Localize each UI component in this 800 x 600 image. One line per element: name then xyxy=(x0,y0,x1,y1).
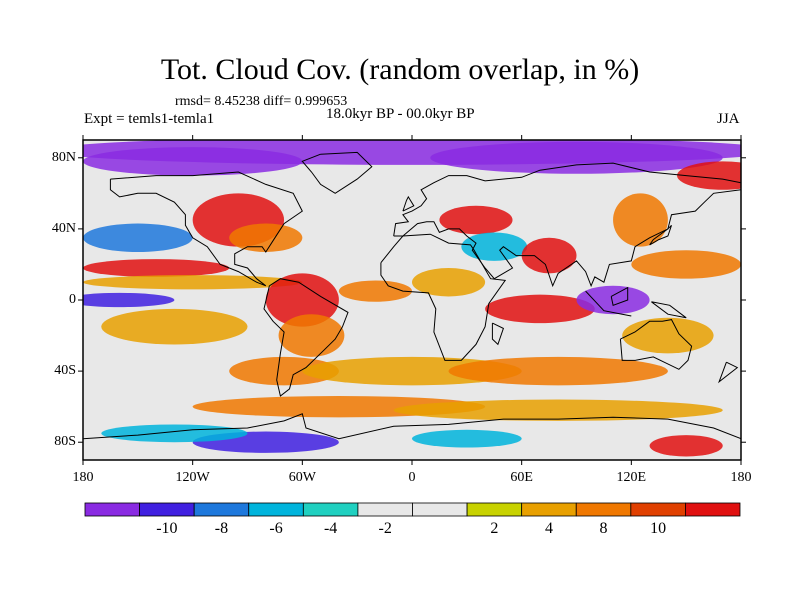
coastline xyxy=(109,171,303,287)
coastline xyxy=(393,162,741,237)
stats-label: rmsd= 8.45238 diff= 0.999653 xyxy=(175,94,348,109)
lon-label: 60W xyxy=(288,470,316,485)
coastline xyxy=(402,195,415,212)
axis-ticks xyxy=(78,135,746,465)
colorbar-swatch xyxy=(575,502,632,517)
coastline xyxy=(585,290,632,317)
field-patch xyxy=(412,268,486,297)
field-patch xyxy=(412,429,522,448)
cloud-cover-field xyxy=(83,140,741,460)
colorbar-label: 10 xyxy=(650,520,667,537)
colorbar-swatch xyxy=(84,502,140,517)
plot-title: Tot. Cloud Cov. (random overlap, in %) xyxy=(160,53,640,86)
field-patch xyxy=(265,273,339,327)
colorbar-label: 8 xyxy=(599,520,608,537)
colorbar-label: 4 xyxy=(544,520,553,537)
colorbar-label: -8 xyxy=(214,520,229,537)
field-patch xyxy=(649,435,723,457)
field-patch xyxy=(613,193,668,247)
colorbar-swatch xyxy=(521,502,577,517)
coastline xyxy=(380,233,507,361)
field-patch xyxy=(631,250,741,279)
lon-label: 0 xyxy=(408,470,416,485)
field-patch xyxy=(83,292,175,308)
lon-label: 120E xyxy=(616,470,647,485)
coastline xyxy=(301,151,373,194)
field-patch xyxy=(83,147,303,176)
colorbar-label: 2 xyxy=(490,520,499,537)
lon-label: 60E xyxy=(510,470,533,485)
field-patch xyxy=(101,424,248,443)
coastline xyxy=(393,189,741,288)
coastline xyxy=(491,322,505,346)
colorbar-label: -2 xyxy=(378,520,392,537)
colorbar-swatch xyxy=(248,502,304,517)
colorbar-swatch xyxy=(357,502,413,517)
period-label: 18.0kyr BP - 00.0kyr BP xyxy=(326,106,475,122)
coastline xyxy=(610,286,629,306)
field-patch xyxy=(393,399,723,421)
field-patch xyxy=(677,161,741,190)
coastline xyxy=(619,319,693,370)
field-patch xyxy=(448,356,668,386)
colorbar-swatch xyxy=(302,502,359,517)
colorbar-label: -6 xyxy=(269,520,283,537)
field-patch xyxy=(622,317,714,354)
field-patch xyxy=(83,275,303,290)
field-patch xyxy=(278,314,345,357)
lon-label: 180 xyxy=(730,470,752,485)
field-patch xyxy=(229,356,339,386)
coastline xyxy=(649,224,672,246)
lat-label: 40N xyxy=(51,220,76,236)
field-patch xyxy=(485,294,595,324)
field-patch xyxy=(576,285,650,315)
colorbar-swatch xyxy=(193,502,250,517)
lat-label: 80S xyxy=(54,434,76,450)
field-patch xyxy=(101,308,248,345)
colorbar-swatch xyxy=(466,502,523,517)
field-patch xyxy=(430,141,723,174)
coastline xyxy=(263,278,349,397)
colorbar-swatch xyxy=(139,502,195,517)
colorbar-swatch xyxy=(412,502,468,517)
colorbar-swatch xyxy=(630,502,686,517)
coastline xyxy=(718,361,739,384)
lat-label: 0 xyxy=(69,292,76,307)
field-patch xyxy=(83,259,230,277)
coastline xyxy=(83,413,741,440)
lon-label: 180 xyxy=(72,470,94,485)
colorbar-label: -4 xyxy=(323,520,338,537)
field-patch xyxy=(338,280,413,302)
season-label: JJA xyxy=(717,111,740,127)
field-patch xyxy=(521,237,577,274)
colorbar-swatch xyxy=(685,502,741,517)
lat-label: 40S xyxy=(54,363,76,379)
field-patch xyxy=(83,223,193,252)
lon-label: 120W xyxy=(175,470,210,485)
coastlines xyxy=(83,151,741,440)
field-patch xyxy=(229,223,303,252)
lat-label: 80N xyxy=(51,149,76,165)
coastline xyxy=(651,301,687,319)
field-patch xyxy=(439,205,513,235)
field-patch xyxy=(461,232,528,261)
experiment-label: Expt = temls1-temla1 xyxy=(84,111,215,127)
colorbar xyxy=(84,502,741,517)
colorbar-label: -10 xyxy=(156,520,178,537)
